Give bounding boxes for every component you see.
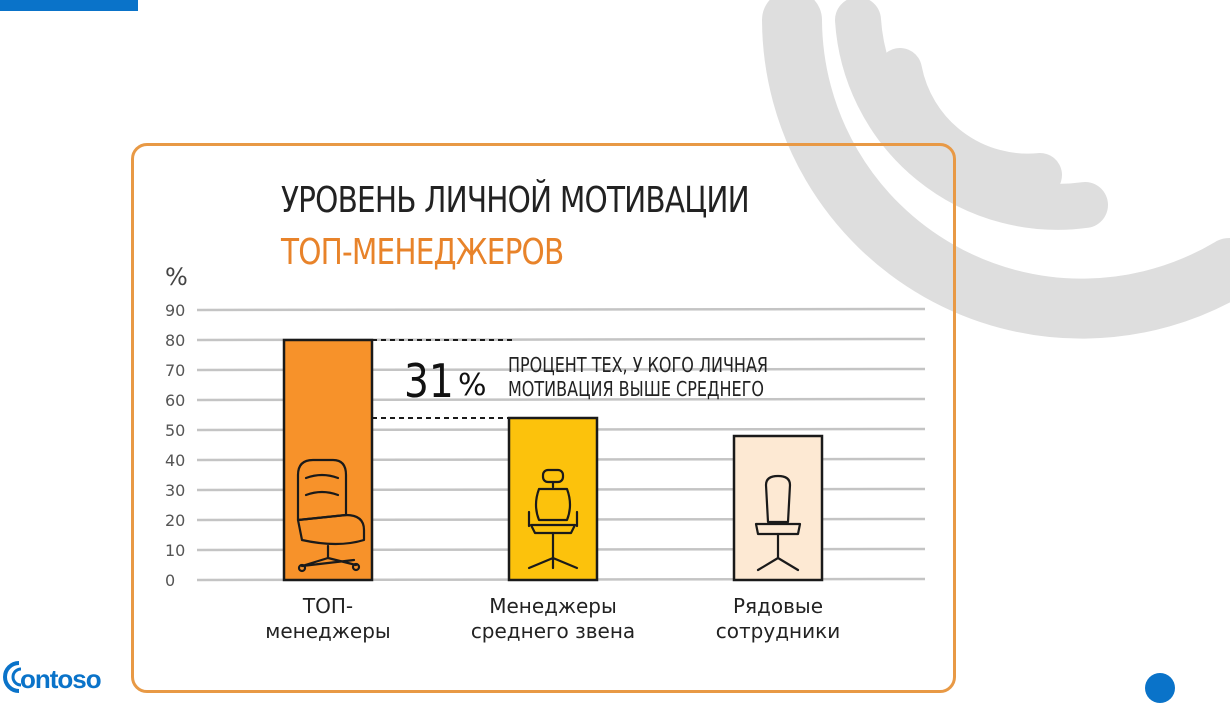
executive-chair-icon xyxy=(296,458,366,573)
chart-frame xyxy=(131,143,956,693)
decor-arc-outer xyxy=(762,0,1230,339)
office-chair-icon xyxy=(527,468,579,570)
top-accent-strip xyxy=(0,0,138,11)
y-tick-label: 40 xyxy=(165,451,185,470)
chart-title: УРОВЕНЬ ЛИЧНОЙ МОТИВАЦИИ xyxy=(281,180,750,221)
y-tick-label: 50 xyxy=(165,421,185,440)
y-tick-label: 90 xyxy=(165,301,185,320)
y-tick-label: 60 xyxy=(165,391,185,410)
y-tick-label: 80 xyxy=(165,331,185,350)
y-axis-label: % xyxy=(165,263,188,291)
y-tick-label: 10 xyxy=(165,541,185,560)
nav-dot[interactable] xyxy=(1145,673,1175,703)
x-tick-label: Рядовые сотрудники xyxy=(715,594,841,643)
grid-line xyxy=(196,307,926,312)
y-tick-label: 0 xyxy=(165,571,175,590)
chart-subtitle: ТОП-МЕНЕДЖЕРОВ xyxy=(281,232,564,273)
x-tick-label: Менеджеры среднего звена xyxy=(470,594,636,643)
annotation-line-2: МОТИВАЦИЯ ВЫШЕ СРЕДНЕГО xyxy=(508,377,764,401)
annotation-line-1: ПРОЦЕНТ ТЕХ, У КОГО ЛИЧНАЯ xyxy=(508,353,768,377)
annotation-text: ПРОЦЕНТ ТЕХ, У КОГО ЛИЧНАЯ МОТИВАЦИЯ ВЫШ… xyxy=(508,353,768,401)
annotation-unit: % xyxy=(458,368,487,403)
y-tick-label: 30 xyxy=(165,481,185,500)
contoso-logo: ontoso xyxy=(20,664,102,694)
simple-chair-icon xyxy=(754,474,802,572)
annotation-value: 31 xyxy=(404,354,454,408)
y-tick-label: 70 xyxy=(165,361,185,380)
x-tick-label: ТОП- менеджеры xyxy=(265,594,391,643)
y-tick-label: 20 xyxy=(165,511,185,530)
contoso-logo-mark xyxy=(3,661,22,693)
